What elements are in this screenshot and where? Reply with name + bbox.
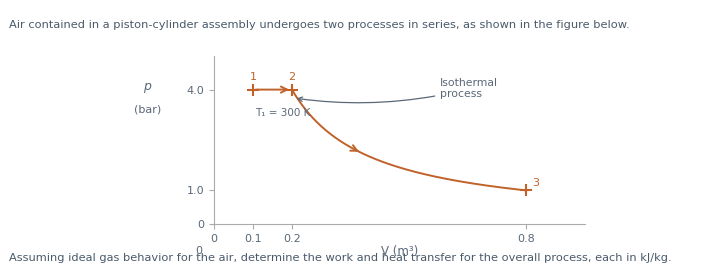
Text: (bar): (bar) [133, 105, 161, 115]
Text: 1: 1 [250, 72, 257, 82]
Text: Air contained in a piston-cylinder assembly undergoes two processes in series, a: Air contained in a piston-cylinder assem… [9, 20, 630, 30]
Text: Assuming ideal gas behavior for the air, determine the work and heat transfer fo: Assuming ideal gas behavior for the air,… [9, 253, 672, 263]
Text: 2: 2 [288, 72, 295, 82]
Text: 0: 0 [195, 246, 202, 256]
Text: Isothermal
process: Isothermal process [298, 78, 498, 103]
X-axis label: V (m³): V (m³) [381, 245, 418, 258]
Text: T₁ = 300 K: T₁ = 300 K [255, 108, 310, 118]
Text: p: p [143, 80, 151, 93]
Text: 3: 3 [532, 178, 539, 188]
